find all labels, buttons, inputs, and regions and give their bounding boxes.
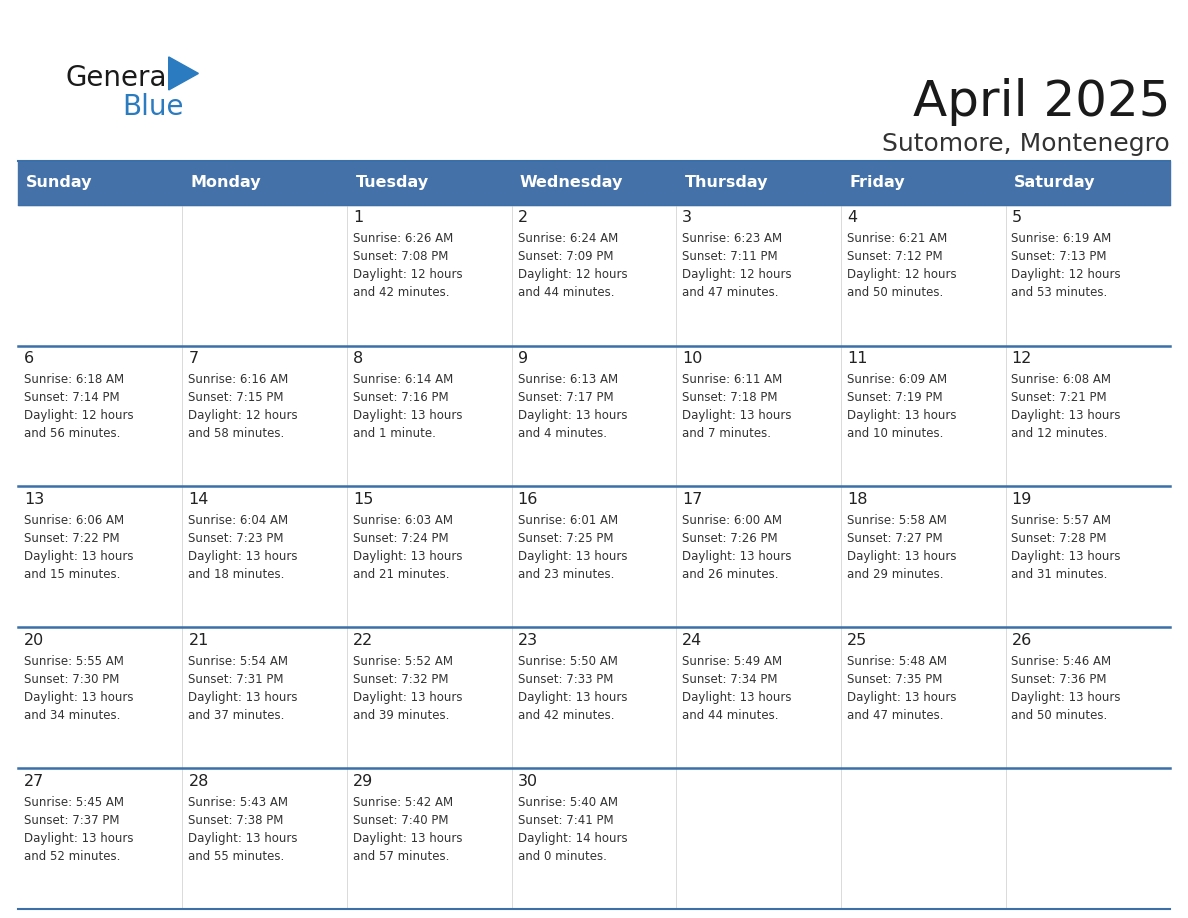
Bar bbox=[18, 627, 1170, 768]
Text: 14: 14 bbox=[189, 492, 209, 507]
Text: 28: 28 bbox=[189, 774, 209, 789]
Text: Sunrise: 6:24 AM
Sunset: 7:09 PM
Daylight: 12 hours
and 44 minutes.: Sunrise: 6:24 AM Sunset: 7:09 PM Dayligh… bbox=[518, 232, 627, 299]
Text: Sunday: Sunday bbox=[26, 175, 93, 190]
Text: 17: 17 bbox=[682, 492, 702, 507]
Text: Blue: Blue bbox=[122, 93, 184, 121]
Bar bbox=[18, 345, 1170, 487]
Text: Sunrise: 6:26 AM
Sunset: 7:08 PM
Daylight: 12 hours
and 42 minutes.: Sunrise: 6:26 AM Sunset: 7:08 PM Dayligh… bbox=[353, 232, 462, 299]
Text: 19: 19 bbox=[1011, 492, 1032, 507]
Text: Sunrise: 6:16 AM
Sunset: 7:15 PM
Daylight: 12 hours
and 58 minutes.: Sunrise: 6:16 AM Sunset: 7:15 PM Dayligh… bbox=[189, 373, 298, 440]
Text: Sutomore, Montenegro: Sutomore, Montenegro bbox=[883, 132, 1170, 156]
Text: Wednesday: Wednesday bbox=[520, 175, 624, 190]
Bar bbox=[18, 768, 1170, 909]
Text: 23: 23 bbox=[518, 633, 538, 648]
Bar bbox=[18, 161, 1170, 205]
Text: Sunrise: 5:57 AM
Sunset: 7:28 PM
Daylight: 13 hours
and 31 minutes.: Sunrise: 5:57 AM Sunset: 7:28 PM Dayligh… bbox=[1011, 514, 1121, 581]
Text: Sunrise: 6:18 AM
Sunset: 7:14 PM
Daylight: 12 hours
and 56 minutes.: Sunrise: 6:18 AM Sunset: 7:14 PM Dayligh… bbox=[24, 373, 133, 440]
Text: Sunrise: 5:43 AM
Sunset: 7:38 PM
Daylight: 13 hours
and 55 minutes.: Sunrise: 5:43 AM Sunset: 7:38 PM Dayligh… bbox=[189, 796, 298, 863]
Text: 25: 25 bbox=[847, 633, 867, 648]
Text: 2: 2 bbox=[518, 210, 527, 225]
Text: Sunrise: 5:58 AM
Sunset: 7:27 PM
Daylight: 13 hours
and 29 minutes.: Sunrise: 5:58 AM Sunset: 7:27 PM Dayligh… bbox=[847, 514, 956, 581]
Text: Sunrise: 6:09 AM
Sunset: 7:19 PM
Daylight: 13 hours
and 10 minutes.: Sunrise: 6:09 AM Sunset: 7:19 PM Dayligh… bbox=[847, 373, 956, 440]
Text: Sunrise: 6:06 AM
Sunset: 7:22 PM
Daylight: 13 hours
and 15 minutes.: Sunrise: 6:06 AM Sunset: 7:22 PM Dayligh… bbox=[24, 514, 133, 581]
Text: Saturday: Saturday bbox=[1013, 175, 1095, 190]
Text: Sunrise: 6:01 AM
Sunset: 7:25 PM
Daylight: 13 hours
and 23 minutes.: Sunrise: 6:01 AM Sunset: 7:25 PM Dayligh… bbox=[518, 514, 627, 581]
Text: Sunrise: 6:23 AM
Sunset: 7:11 PM
Daylight: 12 hours
and 47 minutes.: Sunrise: 6:23 AM Sunset: 7:11 PM Dayligh… bbox=[682, 232, 792, 299]
Text: 4: 4 bbox=[847, 210, 857, 225]
Text: 27: 27 bbox=[24, 774, 44, 789]
Text: 5: 5 bbox=[1011, 210, 1022, 225]
Text: 12: 12 bbox=[1011, 351, 1032, 366]
Text: Sunrise: 5:52 AM
Sunset: 7:32 PM
Daylight: 13 hours
and 39 minutes.: Sunrise: 5:52 AM Sunset: 7:32 PM Dayligh… bbox=[353, 655, 462, 722]
Polygon shape bbox=[169, 57, 198, 90]
Text: Sunrise: 5:49 AM
Sunset: 7:34 PM
Daylight: 13 hours
and 44 minutes.: Sunrise: 5:49 AM Sunset: 7:34 PM Dayligh… bbox=[682, 655, 791, 722]
Text: 29: 29 bbox=[353, 774, 373, 789]
Text: Sunrise: 5:50 AM
Sunset: 7:33 PM
Daylight: 13 hours
and 42 minutes.: Sunrise: 5:50 AM Sunset: 7:33 PM Dayligh… bbox=[518, 655, 627, 722]
Text: Sunrise: 6:21 AM
Sunset: 7:12 PM
Daylight: 12 hours
and 50 minutes.: Sunrise: 6:21 AM Sunset: 7:12 PM Dayligh… bbox=[847, 232, 956, 299]
Text: 21: 21 bbox=[189, 633, 209, 648]
Text: Sunrise: 5:40 AM
Sunset: 7:41 PM
Daylight: 14 hours
and 0 minutes.: Sunrise: 5:40 AM Sunset: 7:41 PM Dayligh… bbox=[518, 796, 627, 863]
Text: 8: 8 bbox=[353, 351, 364, 366]
Text: Sunrise: 5:42 AM
Sunset: 7:40 PM
Daylight: 13 hours
and 57 minutes.: Sunrise: 5:42 AM Sunset: 7:40 PM Dayligh… bbox=[353, 796, 462, 863]
Text: 15: 15 bbox=[353, 492, 373, 507]
Text: 16: 16 bbox=[518, 492, 538, 507]
Text: General: General bbox=[65, 63, 175, 92]
Text: Sunrise: 6:08 AM
Sunset: 7:21 PM
Daylight: 13 hours
and 12 minutes.: Sunrise: 6:08 AM Sunset: 7:21 PM Dayligh… bbox=[1011, 373, 1121, 440]
Text: Sunrise: 5:54 AM
Sunset: 7:31 PM
Daylight: 13 hours
and 37 minutes.: Sunrise: 5:54 AM Sunset: 7:31 PM Dayligh… bbox=[189, 655, 298, 722]
Text: 20: 20 bbox=[24, 633, 44, 648]
Text: Sunrise: 6:03 AM
Sunset: 7:24 PM
Daylight: 13 hours
and 21 minutes.: Sunrise: 6:03 AM Sunset: 7:24 PM Dayligh… bbox=[353, 514, 462, 581]
Text: 18: 18 bbox=[847, 492, 867, 507]
Text: 6: 6 bbox=[24, 351, 34, 366]
Bar bbox=[18, 487, 1170, 627]
Text: Friday: Friday bbox=[849, 175, 905, 190]
Text: Sunrise: 6:19 AM
Sunset: 7:13 PM
Daylight: 12 hours
and 53 minutes.: Sunrise: 6:19 AM Sunset: 7:13 PM Dayligh… bbox=[1011, 232, 1121, 299]
Text: 7: 7 bbox=[189, 351, 198, 366]
Text: 9: 9 bbox=[518, 351, 527, 366]
Text: 3: 3 bbox=[682, 210, 693, 225]
Text: Sunrise: 6:11 AM
Sunset: 7:18 PM
Daylight: 13 hours
and 7 minutes.: Sunrise: 6:11 AM Sunset: 7:18 PM Dayligh… bbox=[682, 373, 791, 440]
Text: Sunrise: 5:46 AM
Sunset: 7:36 PM
Daylight: 13 hours
and 50 minutes.: Sunrise: 5:46 AM Sunset: 7:36 PM Dayligh… bbox=[1011, 655, 1121, 722]
Text: 30: 30 bbox=[518, 774, 538, 789]
Text: Sunrise: 5:45 AM
Sunset: 7:37 PM
Daylight: 13 hours
and 52 minutes.: Sunrise: 5:45 AM Sunset: 7:37 PM Dayligh… bbox=[24, 796, 133, 863]
Text: 26: 26 bbox=[1011, 633, 1031, 648]
Text: Sunrise: 5:48 AM
Sunset: 7:35 PM
Daylight: 13 hours
and 47 minutes.: Sunrise: 5:48 AM Sunset: 7:35 PM Dayligh… bbox=[847, 655, 956, 722]
Text: Sunrise: 6:00 AM
Sunset: 7:26 PM
Daylight: 13 hours
and 26 minutes.: Sunrise: 6:00 AM Sunset: 7:26 PM Dayligh… bbox=[682, 514, 791, 581]
Text: Tuesday: Tuesday bbox=[355, 175, 429, 190]
Text: April 2025: April 2025 bbox=[912, 78, 1170, 126]
Text: Sunrise: 6:14 AM
Sunset: 7:16 PM
Daylight: 13 hours
and 1 minute.: Sunrise: 6:14 AM Sunset: 7:16 PM Dayligh… bbox=[353, 373, 462, 440]
Text: 10: 10 bbox=[682, 351, 702, 366]
Text: 22: 22 bbox=[353, 633, 373, 648]
Text: 13: 13 bbox=[24, 492, 44, 507]
Text: Sunrise: 6:13 AM
Sunset: 7:17 PM
Daylight: 13 hours
and 4 minutes.: Sunrise: 6:13 AM Sunset: 7:17 PM Dayligh… bbox=[518, 373, 627, 440]
Text: Thursday: Thursday bbox=[684, 175, 769, 190]
Text: Sunrise: 5:55 AM
Sunset: 7:30 PM
Daylight: 13 hours
and 34 minutes.: Sunrise: 5:55 AM Sunset: 7:30 PM Dayligh… bbox=[24, 655, 133, 722]
Text: 11: 11 bbox=[847, 351, 867, 366]
Text: 1: 1 bbox=[353, 210, 364, 225]
Text: 24: 24 bbox=[682, 633, 702, 648]
Bar bbox=[18, 205, 1170, 345]
Text: Sunrise: 6:04 AM
Sunset: 7:23 PM
Daylight: 13 hours
and 18 minutes.: Sunrise: 6:04 AM Sunset: 7:23 PM Dayligh… bbox=[189, 514, 298, 581]
Text: Monday: Monday bbox=[191, 175, 261, 190]
